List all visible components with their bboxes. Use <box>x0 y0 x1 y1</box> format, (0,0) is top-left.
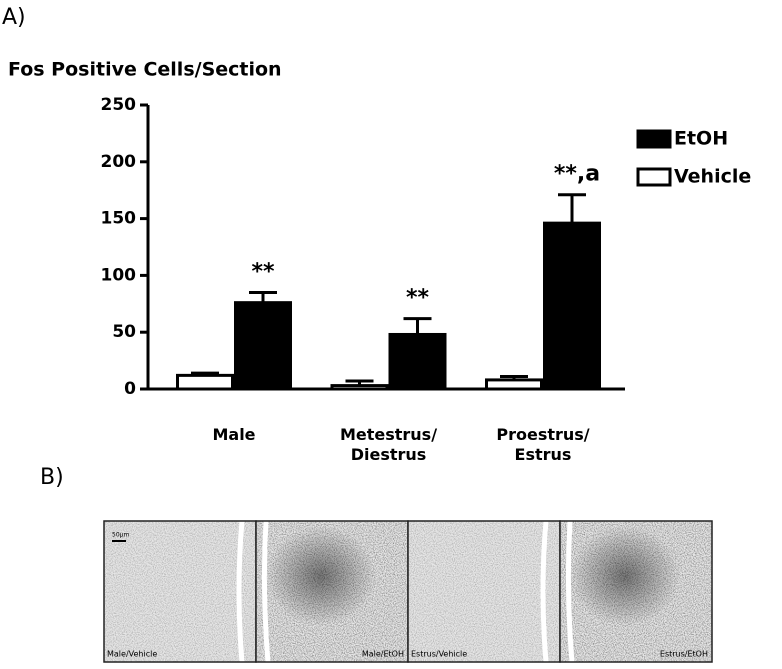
ventricle <box>565 520 575 663</box>
texture <box>560 521 712 662</box>
bar <box>234 301 292 391</box>
texture <box>408 521 560 662</box>
y-tick-label: 0 <box>124 379 136 399</box>
ventricle <box>261 520 271 663</box>
y-tick-label: 150 <box>101 209 137 229</box>
panel-label: A) <box>2 5 26 30</box>
y-tick-label: 50 <box>112 322 136 342</box>
ventricle <box>540 520 549 663</box>
bar <box>543 221 601 391</box>
legend-swatch <box>636 129 672 149</box>
texture <box>256 521 408 662</box>
annotation: **,a <box>554 162 600 187</box>
bar <box>388 332 447 391</box>
legend-label: EtOH <box>674 128 728 150</box>
bar <box>330 384 389 391</box>
x-tick-label: Male <box>212 425 255 444</box>
texture <box>104 521 256 662</box>
annotation: ** <box>406 286 430 311</box>
legend-label: Vehicle <box>674 166 751 188</box>
bar <box>485 378 543 391</box>
y-axis-title: Fos Positive Cells/Section <box>8 59 282 81</box>
panel-border <box>559 520 713 663</box>
micrographs: Male/Vehicle Male/EtOH Estrus/Vehicle Estru… <box>103 520 713 663</box>
ventricle <box>236 520 245 663</box>
panel-label: B) <box>40 465 64 490</box>
x-tick-label: Metestrus/Diestrus <box>340 425 437 464</box>
scale-bar-label: 50µm <box>112 532 129 539</box>
y-tick-label: 250 <box>101 95 137 115</box>
y-tick-label: 100 <box>101 265 137 285</box>
x-tick-label: Proestrus/Estrus <box>496 425 589 464</box>
micrograph-label: Estrus/EtOH <box>660 650 708 659</box>
y-tick-label: 200 <box>101 152 137 172</box>
micrograph-label: Male/EtOH <box>362 650 404 659</box>
micrograph-label: Estrus/Vehicle <box>411 650 467 659</box>
bar <box>176 373 234 391</box>
annotation: ** <box>251 259 275 284</box>
micrograph-label: Male/Vehicle <box>107 650 157 659</box>
legend-swatch <box>636 167 672 187</box>
